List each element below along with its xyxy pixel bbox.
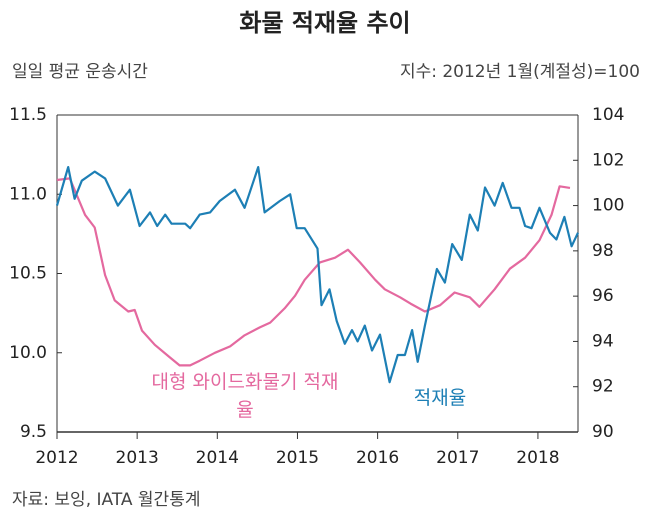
y2-tick-label: 102 [592,150,624,170]
x-tick-label: 2012 [35,448,78,468]
x-tick-label: 2013 [116,448,159,468]
y-tick-label: 10.0 [9,343,47,363]
x-tick-label: 2015 [276,448,319,468]
y2-tick-label: 100 [592,196,624,216]
y-tick-label: 11.5 [9,105,47,125]
line [56,177,571,367]
x-tick-label: 2014 [196,448,239,468]
x-tick-label: 2017 [436,448,479,468]
y2-tick-label: 94 [592,331,614,351]
x-tick-label: 2016 [356,448,399,468]
x-tick-label: 2018 [516,448,559,468]
y2-tick-label: 96 [592,286,614,306]
y-tick-label: 10.5 [9,264,47,284]
y2-tick-label: 98 [592,241,614,261]
chart-title: 화물 적재율 추이 [239,9,410,37]
y2-tick-label: 104 [592,105,624,125]
series-label: 적재율 [413,387,467,409]
y2-axis-label: 지수: 2012년 1월(계절성)=100 [400,62,640,82]
y-axis-label: 일일 평균 운송시간 [12,62,148,82]
y-tick-label: 9.5 [20,422,47,442]
y-tick-label: 11.0 [9,184,47,204]
y2-tick-label: 92 [592,377,614,397]
series-label: 대형 와이드화물기 적재율 [151,371,339,421]
y2-tick-label: 90 [592,422,614,442]
source: 자료: 보잉, IATA 월간통계 [12,490,200,510]
line [55,166,579,384]
